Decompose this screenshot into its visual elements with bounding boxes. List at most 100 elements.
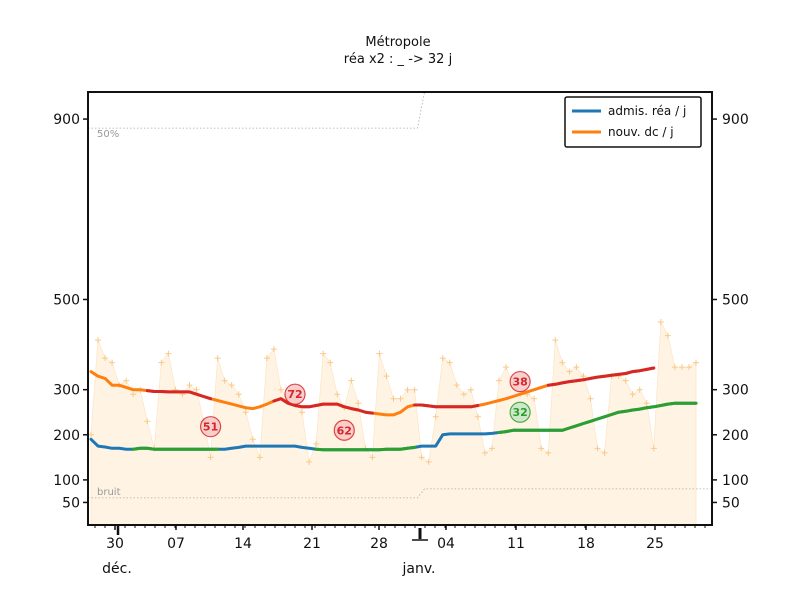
trend-segment-dc-1 (145, 389, 213, 401)
daily-deaths-point (404, 386, 411, 393)
daily-deaths-point (334, 391, 341, 398)
annotation-label: 62 (337, 424, 352, 437)
annotation-label: 38 (512, 376, 527, 389)
daily-deaths-point (355, 400, 362, 407)
daily-deaths-point (488, 445, 495, 452)
annotation-label: 32 (512, 406, 527, 419)
daily-deaths-point (531, 395, 538, 402)
annotation-badge (284, 383, 306, 405)
trend-segment-dc-4 (546, 366, 656, 387)
daily-deaths-point (678, 364, 685, 371)
daily-deaths-point (496, 377, 503, 384)
daily-deaths-point (348, 377, 355, 384)
daily-deaths-point (270, 346, 277, 353)
y-tick-label-right: 500 (722, 292, 749, 308)
month-label: janv. (402, 561, 436, 577)
reference-line-label-0: 50% (97, 129, 119, 140)
daily-deaths-point (214, 355, 221, 362)
daily-deaths-area (90, 320, 697, 526)
x-tick-label: 07 (167, 536, 185, 552)
y-tick-label-left: 900 (53, 112, 80, 128)
annotation-badge (509, 370, 531, 393)
daily-deaths-point (467, 386, 474, 393)
daily-deaths-point (629, 391, 636, 398)
daily-deaths-point (573, 364, 580, 371)
daily-deaths-point (193, 386, 200, 393)
annotation-badge (199, 416, 222, 438)
daily-deaths-point (545, 449, 552, 456)
daily-deaths-point (327, 359, 334, 366)
daily-deaths-point (277, 386, 284, 393)
daily-deaths-point (123, 377, 130, 384)
daily-deaths-point (130, 391, 137, 398)
y-tick-label-right: 900 (722, 112, 749, 128)
y-tick-label-left: 100 (53, 473, 80, 489)
x-tick-label: 28 (370, 536, 388, 552)
trend-segment-dc-2 (272, 397, 374, 415)
daily-deaths-point (369, 454, 376, 461)
daily-deaths-point (439, 355, 446, 362)
daily-deaths-point (256, 454, 263, 461)
daily-deaths-point (503, 364, 510, 371)
y-tick-label-right: 100 (722, 473, 749, 489)
legend-label-admis-rea: admis. réa / j (608, 104, 686, 118)
daily-deaths-point (109, 359, 116, 366)
daily-deaths-point (299, 409, 306, 416)
annotation-badge (509, 401, 531, 423)
daily-deaths-point (453, 382, 460, 389)
daily-deaths-point (165, 350, 172, 357)
daily-deaths-point (376, 350, 383, 357)
annotation-label: 51 (203, 421, 218, 434)
daily-deaths-point (622, 377, 629, 384)
daily-deaths-point (235, 391, 242, 398)
trend-segment-rea-1 (131, 446, 220, 451)
legend-label-nouv-dc: nouv. dc / j (608, 125, 674, 139)
daily-deaths-point (383, 373, 390, 380)
daily-deaths-point (594, 445, 601, 452)
daily-deaths-point (693, 359, 699, 366)
daily-deaths-point (418, 454, 425, 461)
daily-deaths-point (580, 373, 587, 380)
daily-deaths-point (425, 458, 432, 465)
y-tick-label-right: 50 (722, 495, 740, 511)
y-tick-label-right: 300 (722, 383, 749, 399)
daily-deaths-point (657, 319, 664, 326)
x-tick-label: 11 (507, 536, 525, 552)
daily-deaths-point (242, 409, 249, 416)
chart-subtitle: réa x2 : _ -> 32 j (344, 52, 452, 67)
daily-deaths-point (249, 436, 256, 443)
daily-deaths-point (460, 391, 467, 398)
x-tick-label: 25 (646, 536, 664, 552)
x-tick-label: 18 (577, 536, 595, 552)
daily-deaths-point (664, 332, 671, 339)
daily-deaths-point (685, 364, 692, 371)
daily-deaths-point (538, 445, 545, 452)
y-tick-label-left: 200 (53, 428, 80, 444)
y-tick-label-left: 50 (62, 495, 80, 511)
daily-deaths-point (95, 337, 102, 344)
daily-deaths-point (446, 359, 453, 366)
month-label: déc. (102, 561, 132, 577)
daily-deaths-point (481, 449, 488, 456)
trend-segment-dc-3 (413, 403, 480, 409)
daily-deaths-point (158, 359, 165, 366)
y-tick-label-left: 500 (53, 292, 80, 308)
y-tick-label-right: 200 (722, 428, 749, 444)
trend-segment-rea-2 (314, 445, 417, 452)
daily-deaths-point (186, 382, 193, 389)
daily-deaths-point (671, 364, 678, 371)
daily-deaths-point (306, 458, 313, 465)
annotations: 51 72 62 38 32 (199, 370, 531, 441)
daily-deaths-point (320, 350, 327, 357)
daily-deaths-point (228, 382, 235, 389)
daily-deaths-point (221, 377, 228, 384)
daily-deaths-point (643, 400, 650, 407)
daily-deaths-point (559, 359, 566, 366)
legend: admis. réa / j nouv. dc / j (564, 96, 702, 148)
daily-deaths-point (144, 418, 151, 425)
annotation-label: 72 (287, 388, 302, 401)
x-tick-label: 30 (106, 536, 124, 552)
reference-line-1 (88, 488, 712, 499)
plot-area: 50% bruit (88, 91, 712, 526)
daily-deaths-point (552, 337, 559, 344)
